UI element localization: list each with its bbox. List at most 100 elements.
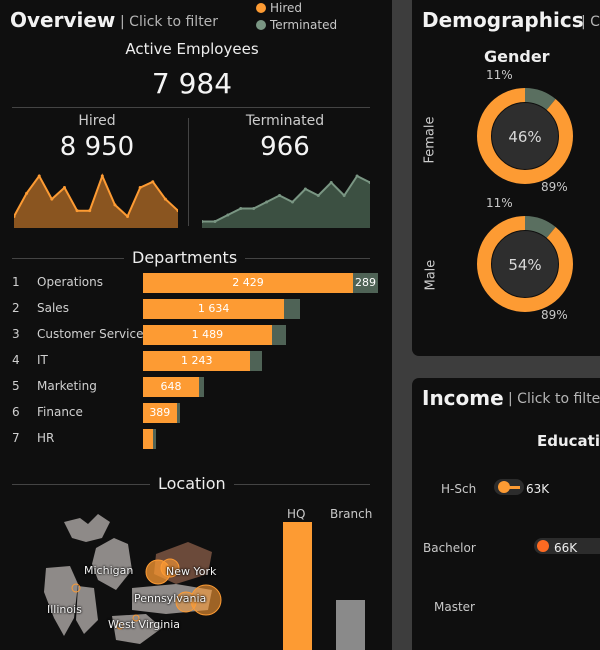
demographics-filter-hint[interactable]: | C: [581, 14, 600, 30]
area-line: [14, 173, 178, 219]
department-row[interactable]: 2 Sales 1 634: [12, 299, 382, 319]
department-row[interactable]: 5 Marketing 648: [12, 377, 382, 397]
department-row[interactable]: 1 Operations 2 429 289: [12, 273, 382, 293]
donut-hired-label: 89%: [541, 180, 568, 194]
location-bar[interactable]: [336, 600, 365, 650]
department-name: Finance: [37, 405, 83, 419]
hired-bar[interactable]: [143, 429, 154, 449]
area-point[interactable]: [226, 213, 230, 217]
map-region[interactable]: [64, 514, 110, 542]
area-point[interactable]: [88, 209, 92, 213]
area-point[interactable]: [342, 194, 346, 197]
department-row[interactable]: 4 IT 1 243: [12, 351, 382, 371]
gender-donut[interactable]: 54%: [473, 212, 577, 316]
department-row[interactable]: 3 Customer Service 1 489: [12, 325, 382, 345]
area-point[interactable]: [213, 220, 217, 223]
income-marker[interactable]: [498, 481, 510, 493]
map-region[interactable]: [112, 614, 162, 644]
area-point[interactable]: [100, 174, 104, 178]
map-region[interactable]: [44, 566, 78, 636]
location-map[interactable]: [36, 508, 236, 648]
education-title: Educatio: [537, 432, 600, 450]
demographics-panel: Demographics | C Gender Female Male 46% 1…: [412, 0, 600, 356]
hired-bar-label: 2 429: [232, 276, 264, 289]
terminated-area-chart[interactable]: [202, 172, 370, 228]
overview-panel: Overview | Click to filter Hired Termina…: [0, 0, 392, 650]
income-marker[interactable]: [537, 540, 549, 552]
area-point[interactable]: [126, 214, 130, 218]
area-point[interactable]: [151, 180, 155, 184]
area-point[interactable]: [316, 194, 320, 197]
map-label-michigan: Michigan: [84, 564, 134, 577]
area-point[interactable]: [303, 187, 307, 191]
location-bar[interactable]: [283, 522, 312, 650]
area-point[interactable]: [329, 181, 333, 184]
legend-item-hired[interactable]: Hired: [256, 0, 337, 17]
donut-slice[interactable]: [477, 88, 573, 184]
income-value-bachelor: 66K: [554, 541, 578, 555]
area-point[interactable]: [50, 197, 54, 201]
area-point[interactable]: [163, 197, 167, 201]
gender-title: Gender: [484, 47, 550, 66]
area-point[interactable]: [138, 186, 142, 190]
area-point[interactable]: [37, 174, 41, 178]
terminated-bar[interactable]: [199, 377, 205, 397]
terminated-bar[interactable]: [353, 273, 378, 293]
area-point[interactable]: [14, 214, 16, 218]
income-filter-hint[interactable]: | Click to filter: [508, 391, 600, 407]
area-point[interactable]: [368, 181, 371, 184]
department-row[interactable]: 6 Finance 389: [12, 403, 382, 423]
income-range-bar[interactable]: [534, 538, 600, 554]
area-point[interactable]: [290, 200, 294, 204]
hired-bar-label: 1 634: [197, 302, 230, 315]
map-bubble[interactable]: [132, 614, 140, 622]
map-bubble[interactable]: [175, 591, 197, 613]
location-col-branch: Branch: [330, 507, 373, 521]
map-bubble[interactable]: [116, 622, 124, 630]
gender-donut[interactable]: 46%: [473, 84, 577, 188]
hired-bar[interactable]: [143, 325, 272, 345]
terminated-bar[interactable]: [271, 325, 287, 345]
area-point[interactable]: [113, 203, 117, 207]
terminated-value: 966: [260, 132, 310, 162]
hired-bar-label: 648: [160, 380, 182, 393]
donut-hole: [492, 103, 558, 169]
area-point[interactable]: [202, 220, 204, 223]
area-point[interactable]: [176, 209, 179, 213]
hired-area-chart[interactable]: [14, 172, 178, 228]
terminated-bar[interactable]: [284, 299, 300, 319]
donut-hired-label: 89%: [541, 308, 568, 322]
hired-bar[interactable]: [143, 351, 251, 371]
donut-slice[interactable]: [477, 216, 573, 312]
donut-terminated-label: 11%: [486, 196, 513, 210]
map-bubble[interactable]: [71, 583, 81, 593]
area-point[interactable]: [25, 191, 29, 195]
area-point[interactable]: [265, 200, 269, 204]
area-point[interactable]: [62, 186, 66, 190]
legend-item-terminated[interactable]: Terminated: [256, 17, 337, 34]
education-level-master: Master: [434, 600, 475, 614]
area-point[interactable]: [278, 194, 282, 197]
department-rank: 3: [12, 327, 20, 341]
map-bubble[interactable]: [160, 558, 180, 578]
area-point[interactable]: [239, 207, 243, 210]
income-marker-line: [508, 486, 520, 489]
terminated-bar-label: 289: [354, 276, 376, 289]
area-point[interactable]: [75, 209, 79, 213]
hired-dot-icon: [256, 3, 266, 13]
terminated-bar[interactable]: [176, 403, 181, 423]
map-region[interactable]: [92, 538, 132, 590]
overview-filter-hint[interactable]: | Click to filter: [120, 14, 219, 30]
map-region[interactable]: [76, 586, 98, 634]
department-row[interactable]: 7 HR: [12, 429, 382, 449]
hired-bar[interactable]: [143, 299, 285, 319]
hired-bar[interactable]: [143, 377, 200, 397]
department-name: Operations: [37, 275, 103, 289]
hired-bar[interactable]: [143, 403, 177, 423]
terminated-bar[interactable]: [250, 351, 262, 371]
area-point[interactable]: [252, 207, 256, 210]
area-point[interactable]: [355, 174, 359, 178]
hired-bar[interactable]: [143, 273, 353, 293]
donut-center-label: 46%: [508, 128, 541, 146]
terminated-bar[interactable]: [153, 429, 157, 449]
